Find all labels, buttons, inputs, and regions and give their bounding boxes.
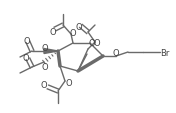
Text: O: O: [41, 81, 47, 90]
Text: O: O: [42, 43, 48, 52]
Text: O: O: [76, 22, 82, 31]
Text: Br: Br: [160, 48, 170, 57]
Text: O: O: [113, 48, 119, 57]
Polygon shape: [44, 49, 58, 54]
Text: O: O: [50, 27, 56, 36]
Text: O: O: [24, 36, 30, 45]
Text: O: O: [89, 38, 95, 47]
Text: O: O: [94, 38, 100, 47]
Text: O: O: [70, 28, 76, 37]
Text: O: O: [23, 53, 29, 62]
Text: O: O: [42, 62, 48, 71]
Text: O: O: [66, 79, 72, 88]
